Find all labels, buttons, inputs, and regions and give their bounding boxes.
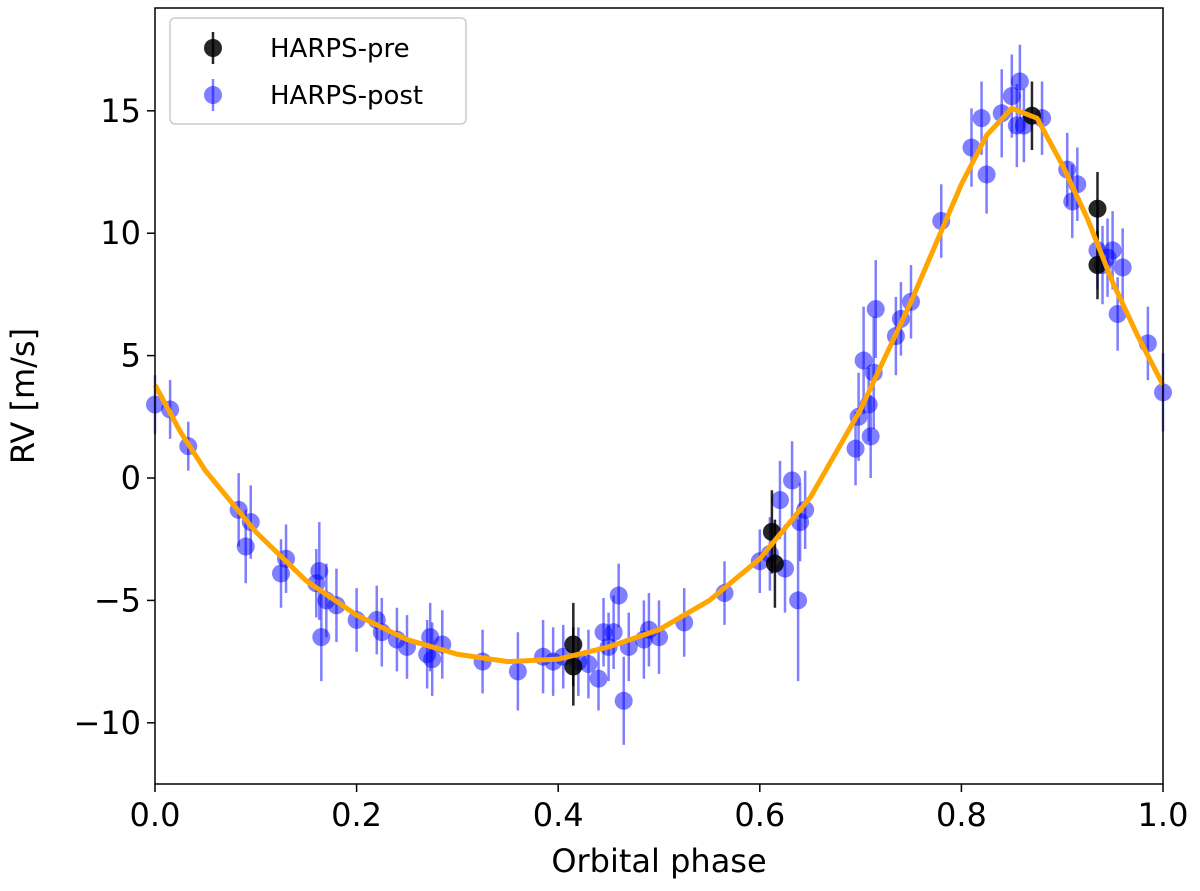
data-point xyxy=(312,628,331,647)
x-tick-label: 0.6 xyxy=(734,796,785,834)
data-point xyxy=(1088,199,1107,218)
data-point xyxy=(508,662,527,681)
data-point xyxy=(423,650,442,669)
y-tick-label: 15 xyxy=(100,92,141,130)
y-tick-label: 5 xyxy=(121,337,141,375)
legend-marker xyxy=(204,86,222,104)
data-point xyxy=(1103,241,1122,260)
data-point xyxy=(1108,304,1127,323)
x-tick-label: 1.0 xyxy=(1138,796,1189,834)
data-point xyxy=(854,351,873,370)
plot-frame xyxy=(154,7,1164,785)
legend: HARPS-pre HARPS-post xyxy=(169,17,467,125)
y-tick-label: −10 xyxy=(73,704,141,742)
data-point xyxy=(604,623,623,642)
x-tick-label: 0.8 xyxy=(936,796,987,834)
data-point xyxy=(789,591,808,610)
data-point xyxy=(236,537,255,556)
y-tick-label: −5 xyxy=(94,581,141,619)
data-point xyxy=(589,669,608,688)
data-point xyxy=(977,165,996,184)
data-point xyxy=(846,439,865,458)
data-point xyxy=(579,655,598,674)
y-axis-label: RV [m/s] xyxy=(4,328,42,464)
data-point xyxy=(866,300,885,319)
x-axis-label: Orbital phase xyxy=(551,842,766,880)
data-point xyxy=(1113,258,1132,277)
y-tick-label: 10 xyxy=(100,214,141,252)
data-point xyxy=(770,491,789,510)
data-point xyxy=(1010,72,1029,91)
data-point xyxy=(564,657,583,676)
legend-label: HARPS-post xyxy=(270,81,423,111)
data-point xyxy=(861,427,880,446)
y-tick-label: 0 xyxy=(121,459,141,497)
x-tick-label: 0.2 xyxy=(331,796,382,834)
legend-label: HARPS-pre xyxy=(270,34,410,64)
data-point xyxy=(310,562,329,581)
legend-marker xyxy=(204,39,222,57)
data-point xyxy=(609,586,628,605)
x-tick-label: 0.4 xyxy=(533,796,584,834)
x-tick-label: 0.0 xyxy=(130,796,181,834)
data-point xyxy=(614,691,633,710)
data-point xyxy=(972,109,991,128)
model-line xyxy=(152,105,1166,665)
legend-box xyxy=(169,17,467,125)
data-point xyxy=(765,554,784,573)
data-point xyxy=(783,471,802,490)
plot-area xyxy=(146,44,1172,745)
